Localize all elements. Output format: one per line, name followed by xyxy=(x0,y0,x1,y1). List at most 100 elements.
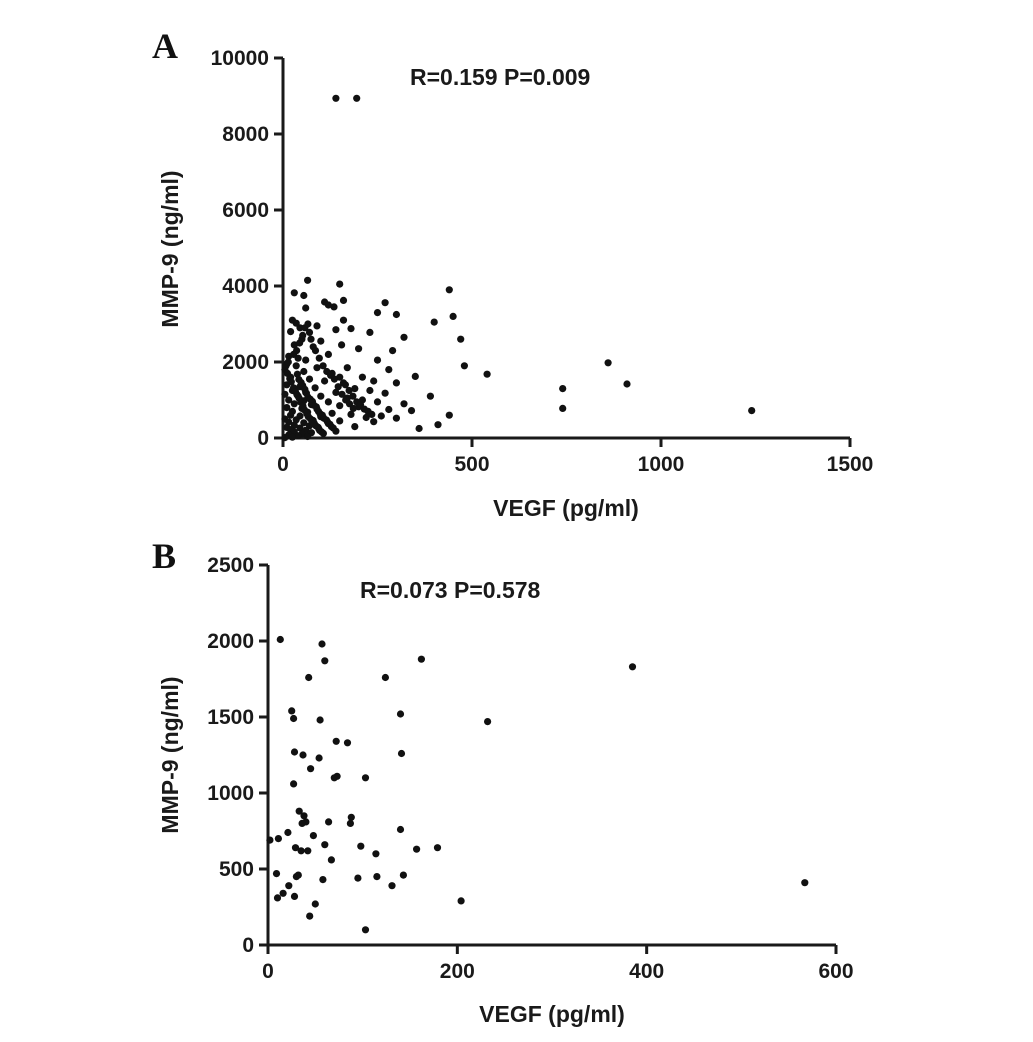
data-point-a xyxy=(329,424,337,432)
data-point-a xyxy=(353,94,361,102)
axes-a xyxy=(281,58,850,440)
data-point-b xyxy=(288,707,296,715)
data-point-a xyxy=(368,410,376,418)
data-point-b xyxy=(299,751,307,759)
points-a xyxy=(281,94,756,442)
data-point-a xyxy=(392,310,400,319)
data-point-a xyxy=(311,384,319,392)
data-point-b xyxy=(417,655,425,663)
data-point-a xyxy=(290,289,298,297)
data-point-a xyxy=(370,418,378,426)
data-point-a xyxy=(623,380,631,388)
data-point-b xyxy=(284,828,292,837)
data-point-b xyxy=(272,870,281,878)
y-tick-label-a: 8000 xyxy=(222,123,269,146)
x-tick-label-b: 600 xyxy=(818,960,853,983)
data-point-a xyxy=(400,400,408,408)
data-point-b xyxy=(274,835,282,843)
data-point-a xyxy=(351,423,359,431)
data-point-b xyxy=(327,856,335,864)
y-tick-label-a: 0 xyxy=(257,427,269,450)
data-point-b xyxy=(325,818,333,826)
y-tick-label-b: 2500 xyxy=(207,554,254,577)
data-point-a xyxy=(373,356,382,364)
data-point-a xyxy=(377,412,385,420)
data-point-a xyxy=(362,413,370,422)
data-point-a xyxy=(294,432,302,440)
data-point-a xyxy=(373,398,382,406)
x-axis-title-b: VEGF (pg/ml) xyxy=(479,1001,625,1027)
data-point-b xyxy=(343,739,352,747)
x-tick-label-a: 0 xyxy=(277,453,289,476)
data-point-a xyxy=(283,404,291,412)
x-tick-label-a: 1500 xyxy=(827,453,874,476)
data-point-a xyxy=(300,367,308,376)
data-point-a xyxy=(311,347,320,355)
data-point-a xyxy=(430,318,438,326)
data-point-a xyxy=(296,424,304,432)
data-point-a xyxy=(434,421,442,429)
data-point-a xyxy=(415,424,423,433)
data-point-b xyxy=(304,847,312,855)
y-axis-title-a: MMP-9 (ng/ml) xyxy=(157,170,183,327)
data-point-a xyxy=(296,339,304,347)
data-point-b xyxy=(291,844,300,852)
data-point-a xyxy=(366,386,374,395)
data-point-a xyxy=(338,390,346,398)
data-point-a xyxy=(373,309,382,317)
data-point-a xyxy=(319,429,327,437)
data-point-b xyxy=(396,710,405,718)
data-point-a xyxy=(285,418,293,426)
data-point-b xyxy=(290,780,298,788)
data-point-a xyxy=(411,372,419,380)
data-point-a xyxy=(349,404,357,412)
data-point-b xyxy=(372,850,380,858)
data-point-b xyxy=(628,663,637,671)
data-point-b xyxy=(433,844,442,852)
data-point-a xyxy=(317,392,325,400)
scatter-panel-a: A R=0.159 P=0.009 VEGF (pg/ml) MMP-9 (ng… xyxy=(152,26,873,521)
data-point-a xyxy=(748,407,756,415)
data-point-a xyxy=(366,328,374,336)
data-point-b xyxy=(321,841,329,849)
data-point-b xyxy=(361,926,370,934)
data-point-a xyxy=(317,337,325,345)
data-point-a xyxy=(281,434,289,442)
data-point-b xyxy=(388,882,396,890)
data-point-b xyxy=(294,871,302,879)
data-point-a xyxy=(341,381,349,389)
data-point-a xyxy=(332,94,340,102)
data-point-a xyxy=(313,322,321,330)
data-point-b xyxy=(266,836,274,844)
data-point-a xyxy=(426,392,434,400)
data-point-a xyxy=(300,291,308,300)
data-point-a xyxy=(381,299,389,307)
data-point-a xyxy=(339,296,348,304)
data-point-b xyxy=(332,737,340,745)
data-point-a xyxy=(483,370,491,378)
panel-label-b: B xyxy=(152,536,176,576)
data-point-a xyxy=(445,286,453,294)
data-point-b xyxy=(357,842,365,850)
data-point-a xyxy=(392,379,400,387)
data-point-a xyxy=(330,303,338,311)
data-point-a xyxy=(332,326,340,334)
data-point-b xyxy=(309,832,317,840)
data-point-b xyxy=(373,873,381,881)
data-point-a xyxy=(285,396,293,404)
data-point-b xyxy=(276,635,284,644)
data-point-a xyxy=(381,389,389,397)
data-point-a xyxy=(460,362,468,370)
x-tick-label-b: 0 xyxy=(262,960,274,983)
data-point-b xyxy=(300,812,308,820)
data-point-a xyxy=(324,398,332,406)
data-point-a xyxy=(385,366,393,374)
data-point-b xyxy=(297,847,305,855)
data-point-a xyxy=(358,373,366,381)
panel-label-a: A xyxy=(152,26,178,66)
data-point-a xyxy=(457,335,465,343)
data-point-a xyxy=(321,377,329,385)
data-point-a xyxy=(385,405,393,414)
x-tick-label-a: 1000 xyxy=(638,453,685,476)
